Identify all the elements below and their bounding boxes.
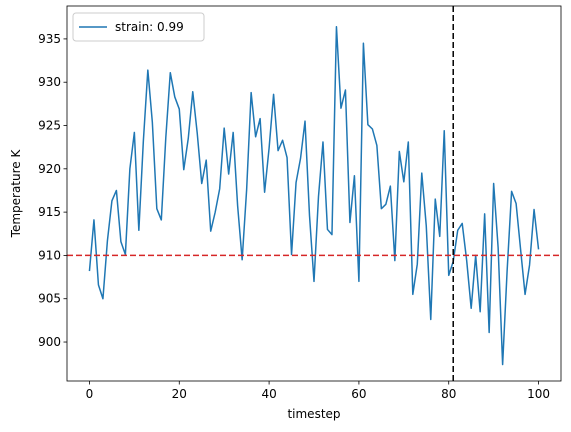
y-tick-label: 930	[38, 75, 61, 89]
y-tick-label: 920	[38, 162, 61, 176]
x-tick-label: 60	[351, 387, 366, 401]
y-tick-label: 910	[38, 248, 61, 262]
plot-area	[67, 6, 561, 381]
x-tick-label: 80	[441, 387, 456, 401]
legend: strain: 0.99	[72, 12, 205, 42]
series-line-0	[88, 26, 540, 366]
x-axis-label: timestep	[287, 407, 340, 421]
plot-layer	[67, 6, 561, 381]
y-tick-label: 925	[38, 119, 61, 133]
y-tick-label: 900	[38, 335, 61, 349]
y-tick-label: 905	[38, 292, 61, 306]
x-tick-label: 40	[261, 387, 276, 401]
axes-frame	[66, 5, 562, 382]
y-tick-label: 915	[38, 205, 61, 219]
x-tick-label: 0	[86, 387, 94, 401]
legend-box	[72, 12, 205, 42]
x-tick-label: 100	[527, 387, 550, 401]
y-axis-label: Temperature K	[9, 149, 23, 239]
y-tick-label: 935	[38, 32, 61, 46]
x-tick-label: 20	[172, 387, 187, 401]
legend-label: strain: 0.99	[115, 20, 184, 34]
